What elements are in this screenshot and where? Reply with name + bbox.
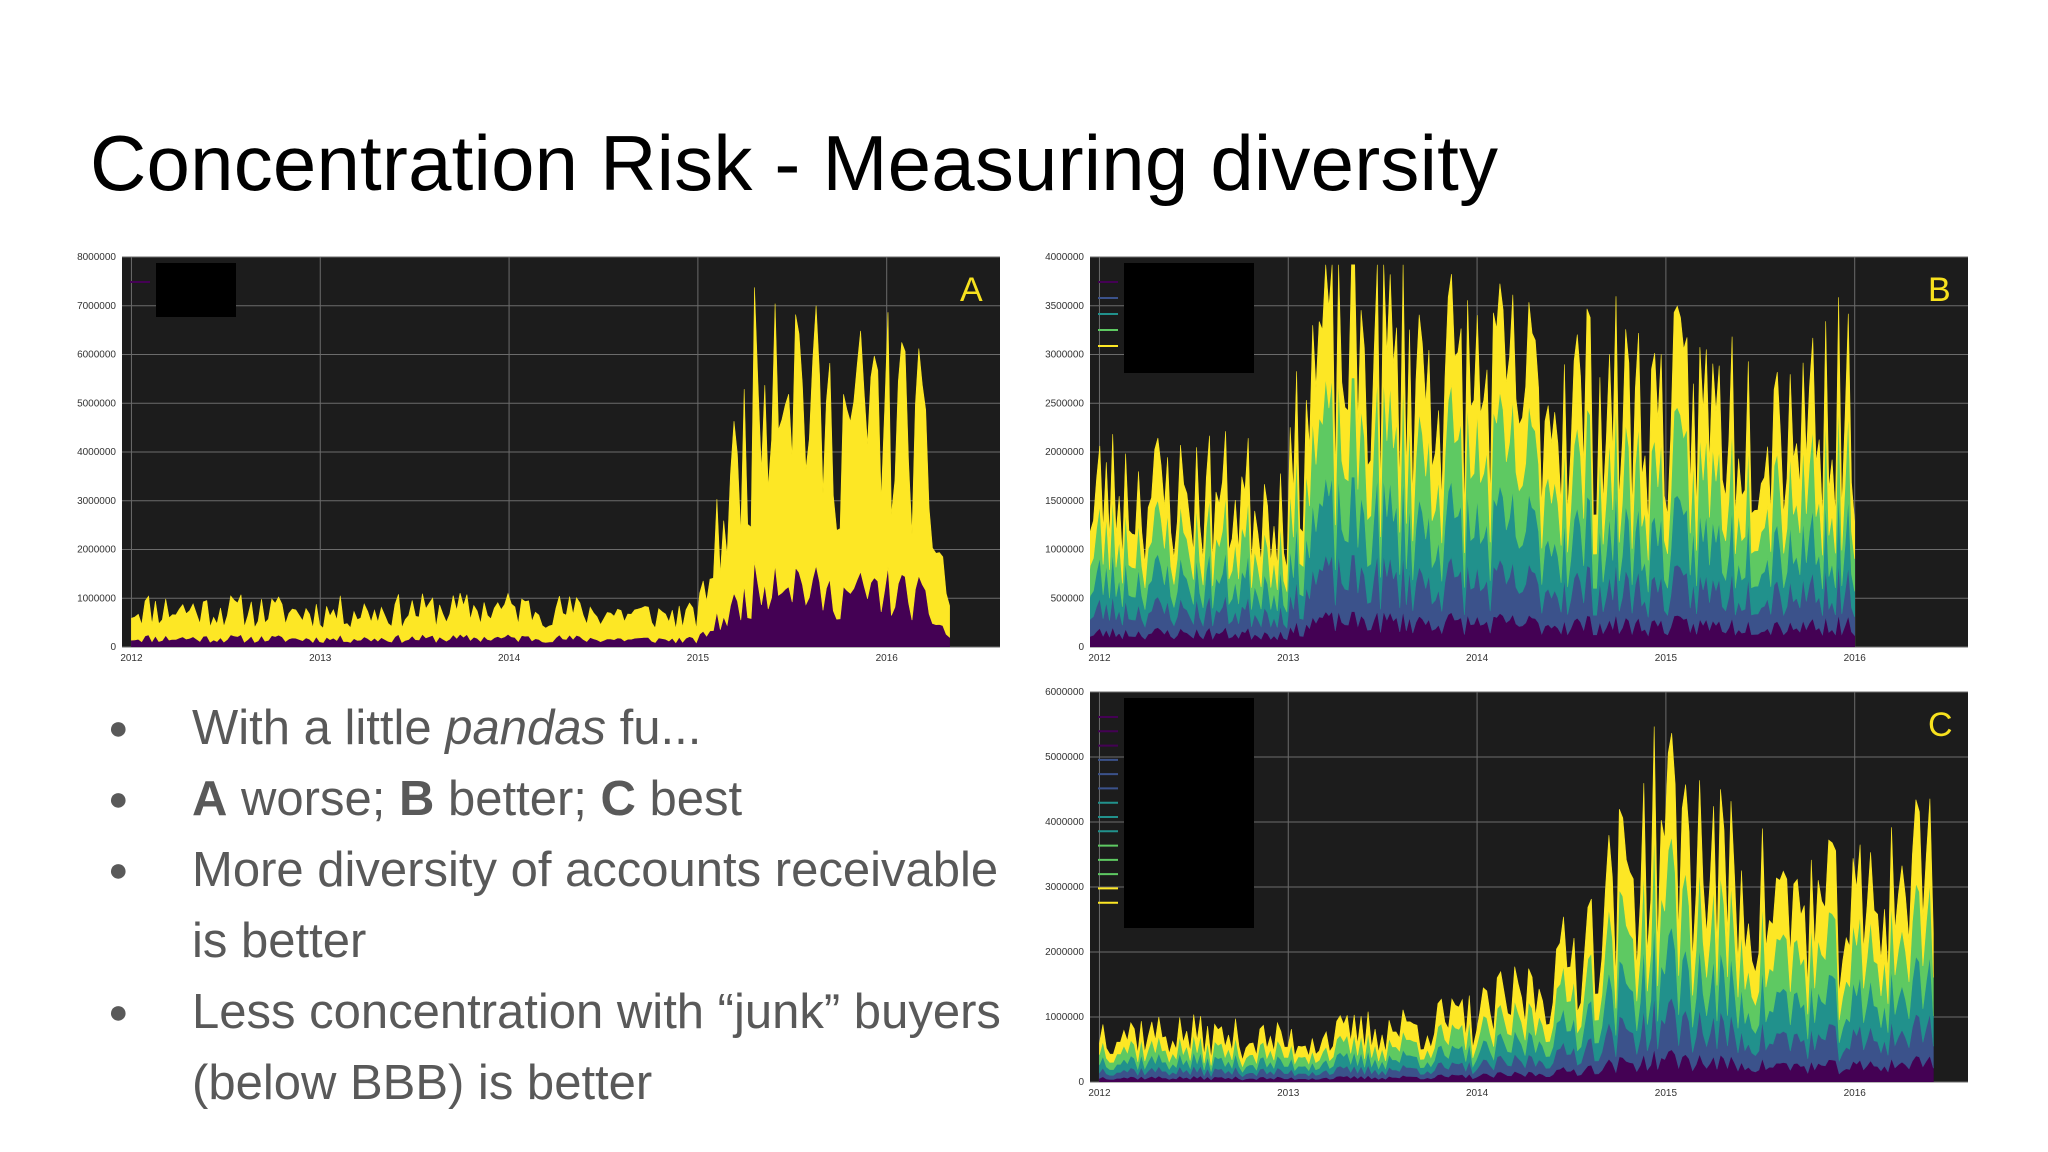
y-tick-label: 5000000 [77,398,116,409]
x-tick-label: 2012 [120,653,143,664]
x-tick-label: 2015 [1655,1088,1678,1099]
legend-redaction [1124,698,1254,928]
y-tick-label: 4000000 [1045,252,1084,263]
y-tick-label: 7000000 [77,301,116,312]
legend-redaction [156,263,236,317]
y-tick-label: 2000000 [1045,947,1084,958]
legend [1098,263,1254,373]
y-tick-label: 1000000 [1045,545,1084,556]
x-tick-label: 2015 [1655,653,1678,664]
chart-svg: 2012 2013 2014 2015 2016 0 500000 1000000 150000… [1045,252,1968,664]
x-tick-label: 2016 [1844,1088,1867,1099]
y-tick-label: 1000000 [1045,1012,1084,1023]
x-tick-label: 2016 [876,653,899,664]
series-area [131,287,950,644]
y-tick-label: 1500000 [1045,496,1084,507]
bullet-text: fu... [606,701,702,755]
bullet-item: With a little pandas fu... [108,693,1008,764]
y-tick-label: 3000000 [1045,350,1084,361]
y-tick-label: 0 [1078,1077,1084,1088]
x-tick-label: 2015 [687,653,710,664]
bullet-emphasis: pandas [445,701,606,755]
bullet-item: A worse; B better; C best [108,764,1008,835]
y-tick-label: 2500000 [1045,398,1084,409]
chart-a: 2012 2013 2014 2015 2016 0 1000000 2000000 30000… [62,245,1012,675]
x-tick-label: 2013 [1277,1088,1300,1099]
x-tick-label: 2012 [1088,1088,1111,1099]
y-tick-label: 500000 [1051,593,1085,604]
x-tick-label: 2012 [1088,653,1111,664]
y-tick-label: 0 [110,642,116,653]
chart-svg: 2012 2013 2014 2015 2016 0 1000000 2000000 30000… [1045,687,1968,1099]
legend [130,263,236,317]
y-tick-label: 8000000 [77,252,116,263]
bullet-strong: B [398,772,435,826]
bullet-list: With a little pandas fu... A worse; B be… [108,693,1008,1119]
y-tick-label: 0 [1078,642,1084,653]
chart-c: 2012 2013 2014 2015 2016 0 1000000 2000000 30000… [1030,680,1980,1110]
y-tick-label: 2000000 [1045,447,1084,458]
bullet-text: With a little [192,701,446,755]
legend [1098,698,1254,928]
bullet-text: worse; [227,772,399,826]
x-tick-label: 2014 [498,653,521,664]
y-tick-label: 6000000 [1045,687,1084,698]
x-tick-label: 2013 [309,653,332,664]
chart-svg: 2012 2013 2014 2015 2016 0 1000000 2000000 30000… [77,252,1000,664]
y-tick-label: 2000000 [77,545,116,556]
bullet-item: Less concentration with “junk” buyers (b… [108,977,1008,1119]
x-tick-label: 2014 [1466,1088,1489,1099]
legend-redaction [1124,263,1254,373]
y-tick-label: 5000000 [1045,752,1084,763]
panel-label: C [1928,706,1953,744]
y-tick-label: 4000000 [1045,817,1084,828]
y-tick-label: 3000000 [77,496,116,507]
panel-label: A [960,271,983,309]
chart-b: 2012 2013 2014 2015 2016 0 500000 1000000 150000… [1030,245,1980,675]
y-tick-label: 4000000 [77,447,116,458]
y-tick-label: 6000000 [77,350,116,361]
y-tick-label: 3000000 [1045,882,1084,893]
bullet-strong: C [600,772,636,826]
series-area [1099,726,1934,1068]
bullet-item: More diversity of accounts receivable is… [108,835,1008,977]
x-tick-label: 2016 [1844,653,1867,664]
panel-label: B [1928,271,1951,309]
bullet-text: best [635,772,743,826]
bullet-strong: A [192,772,228,826]
bullet-text: better; [434,772,601,826]
y-tick-label: 3500000 [1045,301,1084,312]
x-tick-label: 2013 [1277,653,1300,664]
x-tick-label: 2014 [1466,653,1489,664]
slide-title: Concentration Risk - Measuring diversity [90,119,1499,207]
y-tick-label: 1000000 [77,593,116,604]
series-area [1090,264,1855,592]
